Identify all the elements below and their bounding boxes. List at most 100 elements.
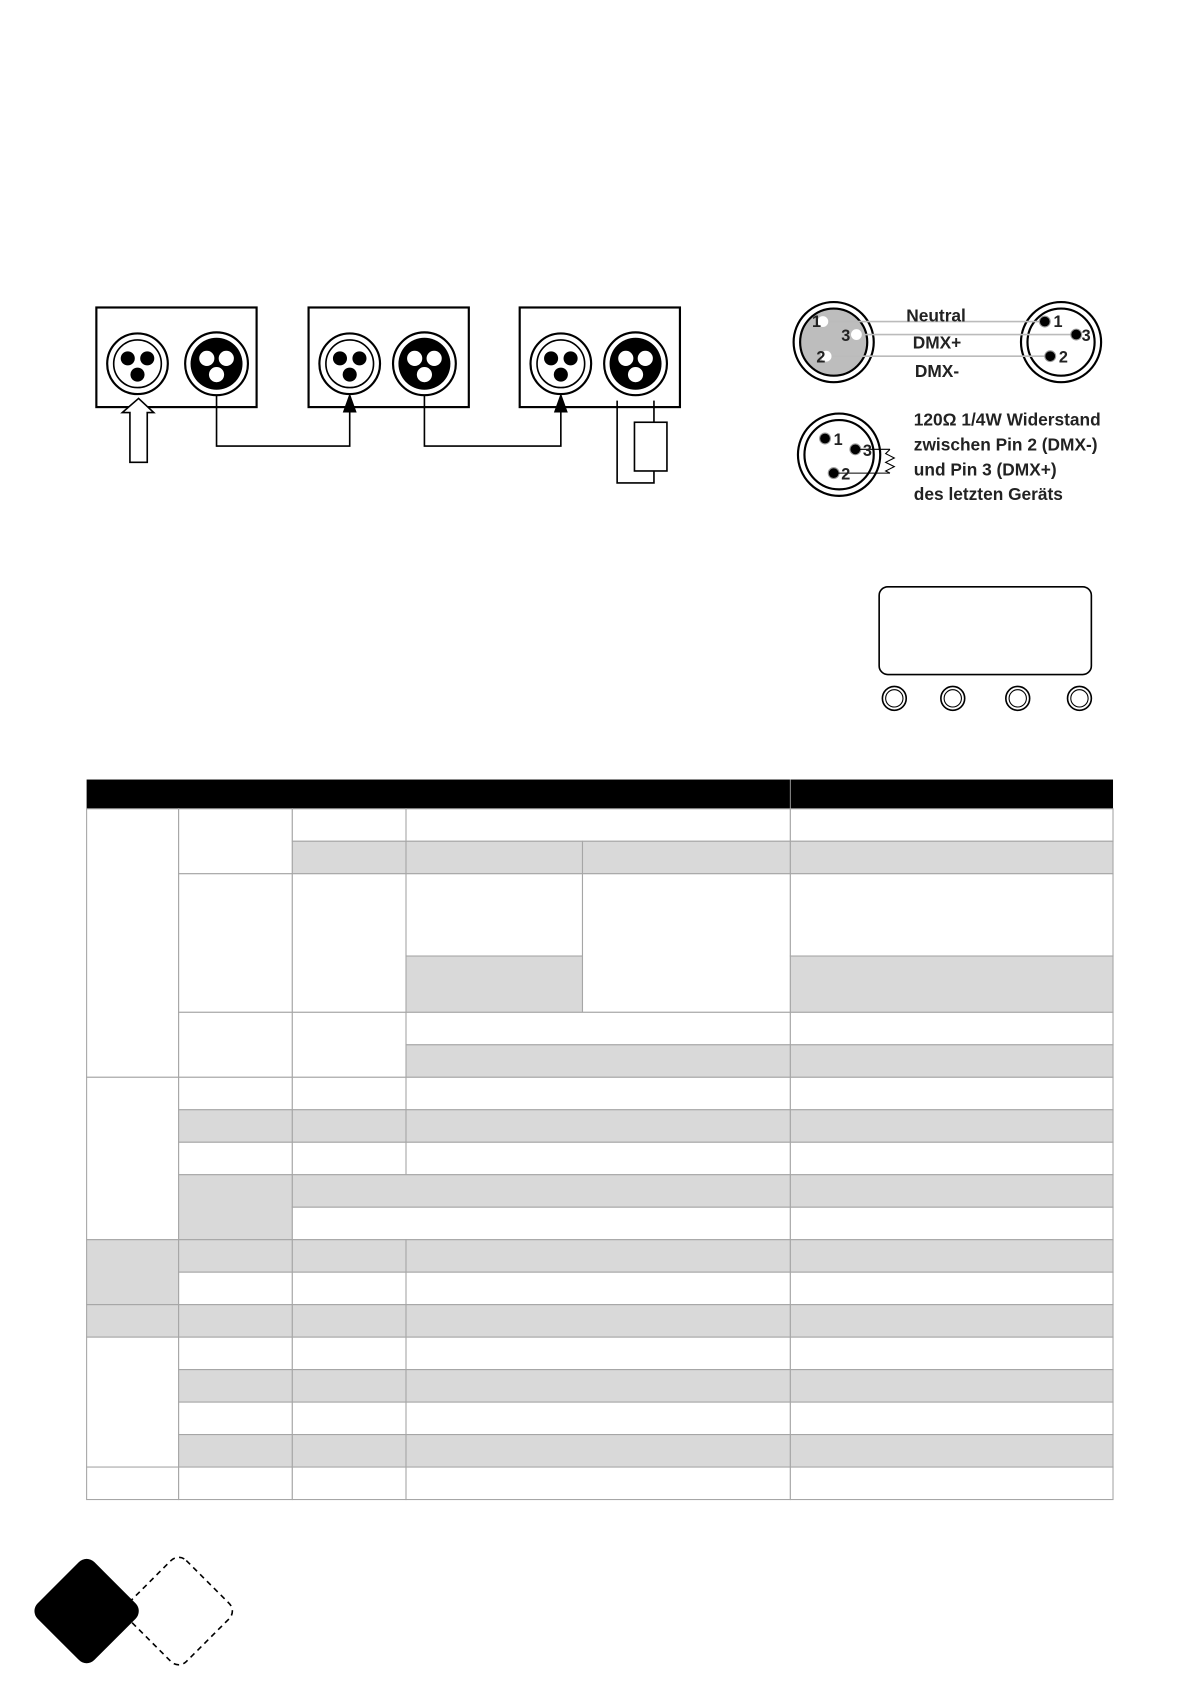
- table-cell: [789, 1109, 1114, 1143]
- table-cell: [86, 1336, 180, 1468]
- table-cell: [291, 808, 407, 842]
- table-cell: [291, 1206, 791, 1241]
- pin-label: 3: [863, 442, 872, 460]
- pin-label: 1: [1053, 313, 1062, 331]
- table-cell: [405, 873, 584, 957]
- table-cell: [178, 1174, 293, 1241]
- table-cell: [405, 808, 791, 842]
- table-cell: [291, 1076, 407, 1111]
- xlr-male-output-icon: [391, 331, 457, 397]
- table-cell: [291, 1336, 407, 1371]
- table-cell: [789, 1011, 1114, 1046]
- pin-label: 1: [834, 431, 843, 449]
- table-cell: [178, 1466, 293, 1501]
- input-arrow-icon: [120, 397, 156, 464]
- table-cell: [405, 1369, 791, 1403]
- table-cell: [405, 1401, 791, 1436]
- table-cell: [178, 1271, 293, 1306]
- table-cell: [291, 873, 407, 1013]
- table-cell: [291, 1174, 791, 1208]
- table-cell: [789, 1044, 1114, 1078]
- table-cell: [178, 1141, 293, 1176]
- arrowhead-icon: [553, 393, 568, 413]
- table-cell: [789, 840, 1114, 875]
- table-cell: [789, 955, 1114, 1013]
- table-cell: [178, 808, 293, 875]
- terminator-note-line: und Pin 3 (DMX+): [914, 459, 1057, 479]
- table-cell: [789, 1401, 1114, 1436]
- table-cell: [178, 1336, 293, 1371]
- pin-label: 3: [841, 327, 850, 345]
- table-cell: [291, 1434, 407, 1468]
- table-cell: [405, 1109, 791, 1143]
- panel-button[interactable]: [1005, 685, 1031, 712]
- dmx-device: [95, 306, 258, 409]
- table-cell: [178, 1304, 293, 1338]
- table-cell: [405, 1434, 791, 1468]
- table-cell: [789, 1174, 1114, 1208]
- table-cell: [178, 873, 293, 1013]
- table-cell: [789, 1271, 1114, 1306]
- table-cell: [291, 1271, 407, 1306]
- table-cell: [581, 873, 791, 1013]
- signal-label-dmx-plus: DMX+: [913, 333, 962, 353]
- table-cell: [178, 1239, 293, 1273]
- xlr-male-output-icon: [184, 331, 250, 397]
- table-cell: [291, 1369, 407, 1403]
- panel-button[interactable]: [940, 685, 966, 712]
- table-cell: [405, 1466, 791, 1501]
- terminator-note-line: 120Ω 1/4W Widerstand: [914, 410, 1101, 430]
- table-cell: [178, 1011, 293, 1078]
- table-cell: [178, 1434, 293, 1468]
- table-cell: [291, 1109, 407, 1143]
- pin-label: 2: [1059, 349, 1068, 367]
- table-cell: [178, 1369, 293, 1403]
- table-cell: [405, 1044, 791, 1078]
- table-cell: [291, 1011, 407, 1078]
- table-cell: [405, 1141, 791, 1176]
- table-cell: [789, 873, 1114, 957]
- table-cell: [405, 1076, 791, 1111]
- table-cell: [789, 1076, 1114, 1111]
- pin-label: 3: [1082, 327, 1091, 345]
- header-cell: [790, 779, 1114, 809]
- table-cell: [789, 1141, 1114, 1176]
- dmx-device: [518, 306, 682, 409]
- table-cell: [291, 1141, 407, 1176]
- terminator-resistor: [633, 421, 668, 472]
- settings-table: [86, 779, 1114, 1501]
- table-cell: [581, 840, 791, 875]
- table-cell: [789, 1434, 1114, 1468]
- table-cell: [405, 1271, 791, 1306]
- panel-button[interactable]: [881, 685, 908, 712]
- table-cell: [178, 1401, 293, 1436]
- table-cell: [789, 1304, 1114, 1338]
- dmx-device: [307, 306, 470, 409]
- terminator-note-line: des letzten Geräts: [914, 484, 1063, 504]
- pin-label: 1: [812, 313, 821, 331]
- terminator-note-line: zwischen Pin 2 (DMX-): [914, 434, 1098, 454]
- xlr-male-output-icon: [603, 331, 669, 397]
- table-cell: [86, 808, 180, 1078]
- pin-label: 2: [841, 466, 850, 484]
- panel-button[interactable]: [1066, 685, 1093, 712]
- table-cell: [405, 955, 584, 1013]
- table-header: [86, 779, 1114, 809]
- table-cell: [291, 1401, 407, 1436]
- display-screen: [878, 586, 1093, 676]
- table-cell: [789, 1239, 1114, 1273]
- table-cell: [789, 1336, 1114, 1371]
- arrowhead-icon: [342, 393, 357, 413]
- table-cell: [405, 1304, 791, 1338]
- table-cell: [789, 1206, 1114, 1241]
- table-cell: [178, 1076, 293, 1111]
- table-cell: [789, 808, 1114, 842]
- control-panel-diagram: [878, 586, 1093, 712]
- table-cell: [86, 1076, 180, 1241]
- terminator-wire: [616, 400, 655, 484]
- table-cell: [86, 1466, 180, 1501]
- table-cell: [789, 1466, 1114, 1501]
- dmx-cable-2: [423, 395, 562, 447]
